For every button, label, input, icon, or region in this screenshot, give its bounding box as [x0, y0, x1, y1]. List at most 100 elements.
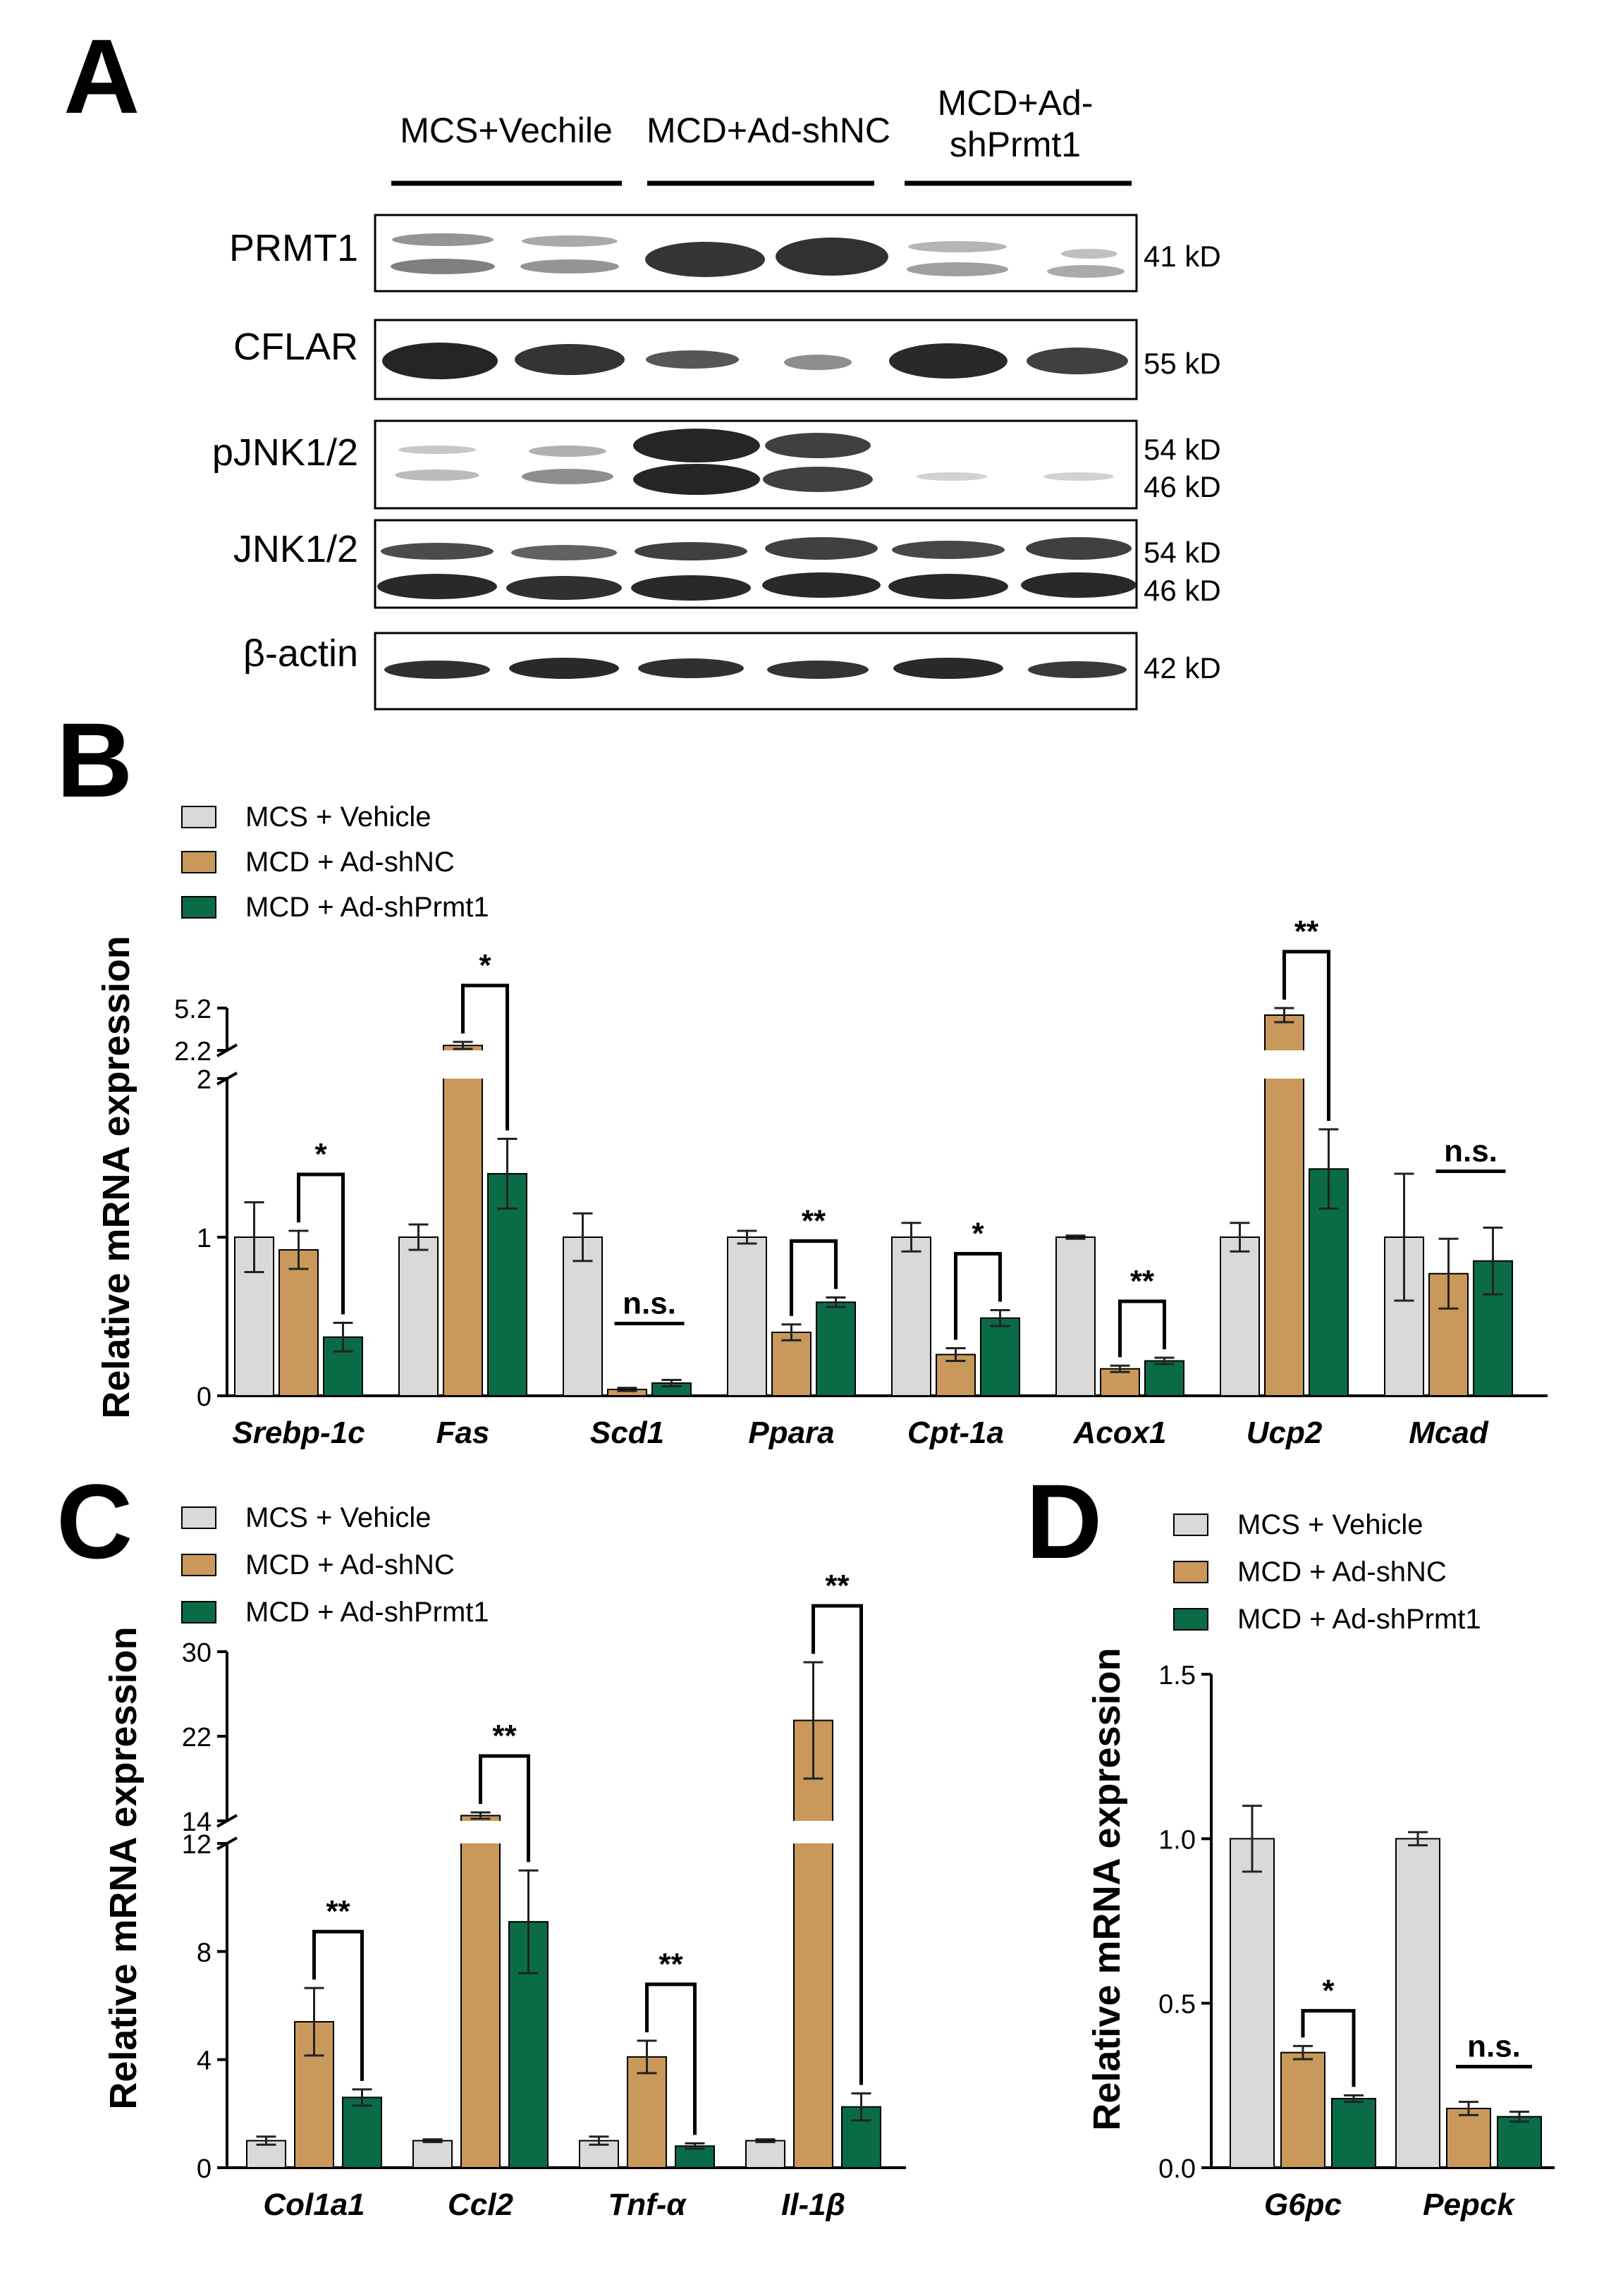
- band: [382, 343, 498, 379]
- band: [398, 446, 476, 454]
- bar: [1395, 1838, 1440, 2168]
- bar: [487, 1173, 527, 1396]
- legend-label: MCS + Vehicle: [1237, 1509, 1423, 1540]
- bands: [391, 233, 1125, 278]
- y-tick-label: 12: [182, 1830, 212, 1860]
- sig-bracket: [812, 1604, 863, 2085]
- category-label: Fas: [436, 1416, 490, 1450]
- band: [767, 661, 869, 679]
- bar: [563, 1236, 603, 1396]
- panel-a: A MCS+Vechile MCD+Ad-shNC MCD+Ad- shPrmt…: [63, 17, 1221, 711]
- sig-label: **: [802, 1204, 826, 1239]
- legend-label: MCD + Ad-shNC: [245, 847, 455, 878]
- sig-label: *: [479, 948, 491, 983]
- sig-label: n.s.: [623, 1287, 676, 1321]
- bar: [1280, 2051, 1325, 2169]
- band: [1061, 249, 1117, 259]
- y-tick-label: 8: [197, 1938, 212, 1967]
- group-label-1: MCS+Vechile: [400, 111, 613, 150]
- bar: [1220, 1236, 1260, 1396]
- y-tick-label: 2: [197, 1065, 212, 1095]
- bar: [443, 1045, 483, 1396]
- bar: [727, 1236, 767, 1396]
- sig-bracket: [645, 1982, 697, 2135]
- kd-label: 54 kD: [1144, 433, 1221, 466]
- sig-bracket: [790, 1239, 838, 1316]
- category-label: Cpt-1a: [907, 1416, 1004, 1450]
- category-label: G6pc: [1264, 2187, 1342, 2222]
- sig-bracket: [1118, 1299, 1166, 1358]
- y-tick-label: 0.0: [1158, 2154, 1196, 2184]
- legend-swatch: [181, 896, 216, 919]
- category-label: Scd1: [590, 1416, 664, 1450]
- panel-letter-a: A: [63, 17, 140, 135]
- category-label: Ppara: [748, 1416, 834, 1450]
- panel-letter-c: C: [56, 1462, 133, 1580]
- sig-bracket: [461, 983, 509, 1131]
- bands: [395, 429, 1114, 495]
- protein-label: PRMT1: [229, 227, 358, 269]
- chart-b: MCS + Vehicle MCD + Ad-shNC MCD + Ad-shPrm…: [95, 802, 1548, 1450]
- bar: [508, 1921, 549, 2169]
- band: [635, 542, 747, 560]
- bar: [1230, 1838, 1275, 2168]
- band: [631, 575, 751, 601]
- bands: [377, 537, 1137, 601]
- category-label: Tnf-α: [608, 2187, 687, 2222]
- band: [529, 446, 606, 457]
- bar: [745, 2140, 785, 2169]
- bar-break-gap: [442, 1050, 484, 1079]
- y-tick-label: 1.5: [1158, 1661, 1196, 1690]
- band: [638, 658, 744, 678]
- blot-frame: [374, 632, 1138, 711]
- sig-bracket: [954, 1252, 1002, 1340]
- sig-label: *: [1322, 1973, 1335, 2008]
- legend-swatch: [1173, 1514, 1208, 1536]
- legend-label: MCS + Vehicle: [245, 802, 431, 833]
- legend-label: MCD + Ad-shNC: [1237, 1557, 1447, 1588]
- sig-label: n.s.: [1467, 2030, 1521, 2064]
- group-label-2: MCD+Ad-shNC: [647, 111, 890, 150]
- band: [1028, 661, 1127, 678]
- legend-swatch: [1173, 1608, 1208, 1631]
- band: [762, 572, 881, 598]
- bar: [398, 1236, 439, 1396]
- bar: [891, 1236, 931, 1396]
- y-tick-label: 0: [197, 2154, 212, 2184]
- category-label: Il-1β: [781, 2187, 845, 2222]
- band: [889, 343, 1008, 379]
- bar: [278, 1249, 319, 1396]
- band: [907, 262, 1008, 276]
- bands: [384, 658, 1127, 679]
- category-label: Srebp-1c: [232, 1416, 365, 1450]
- category-label: Ucp2: [1247, 1416, 1323, 1450]
- band: [645, 242, 765, 277]
- band: [522, 235, 618, 247]
- band: [633, 464, 760, 495]
- band: [511, 545, 617, 560]
- y-tick-label: 4: [197, 2046, 212, 2076]
- legend-label: MCS + Vehicle: [245, 1502, 431, 1533]
- band: [888, 574, 1008, 599]
- group-label-3a: MCD+Ad-: [938, 83, 1094, 123]
- category-label: Ccl2: [448, 2187, 513, 2222]
- bar: [460, 1815, 501, 2168]
- kd-label: 46 kD: [1144, 470, 1221, 503]
- category-label: Acox1: [1072, 1416, 1166, 1450]
- bar: [816, 1301, 856, 1396]
- band: [506, 576, 622, 600]
- sig-label: n.s.: [1444, 1134, 1498, 1169]
- band: [633, 429, 760, 462]
- y-tick-label: 0: [197, 1382, 212, 1412]
- sig-bracket: [479, 1754, 530, 1862]
- band: [646, 350, 739, 369]
- band: [381, 543, 494, 560]
- protein-label: pJNK1/2: [212, 431, 358, 474]
- bar: [1100, 1368, 1140, 1396]
- y-tick-label: 5.2: [174, 995, 212, 1024]
- bands: [382, 343, 1128, 379]
- sig-label: **: [492, 1719, 517, 1753]
- band: [509, 658, 619, 679]
- blot-frame: [374, 519, 1138, 609]
